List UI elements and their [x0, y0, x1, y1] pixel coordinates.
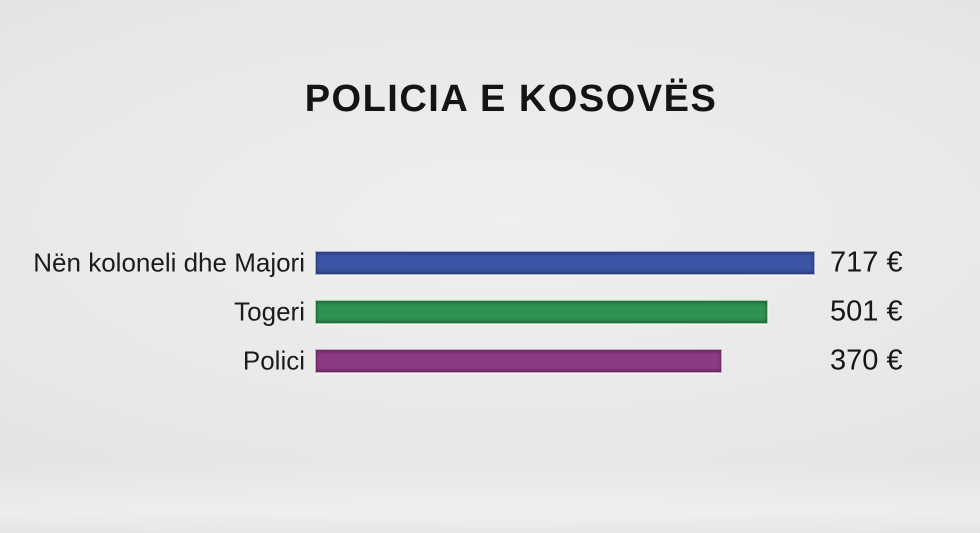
- value-label: 717 €: [830, 246, 903, 279]
- bar-row: Togeri 501 €: [0, 296, 980, 328]
- value-bar: [315, 251, 815, 275]
- category-label: Polici: [242, 345, 305, 376]
- chart-title: POLICIA E KOSOVËS: [304, 78, 718, 120]
- bar-row: Nën koloneli dhe Majori 717 €: [0, 247, 980, 279]
- value-bar: [315, 349, 722, 373]
- bar-row: Polici 370 €: [0, 345, 980, 377]
- category-label: Nën koloneli dhe Majori: [33, 247, 305, 278]
- value-label: 501 €: [830, 295, 903, 328]
- bar-rows: Nën koloneli dhe Majori 717 € Togeri 501…: [0, 247, 980, 398]
- category-label: Togeri: [234, 296, 305, 327]
- value-bar: [315, 300, 768, 324]
- value-label: 370 €: [830, 344, 903, 377]
